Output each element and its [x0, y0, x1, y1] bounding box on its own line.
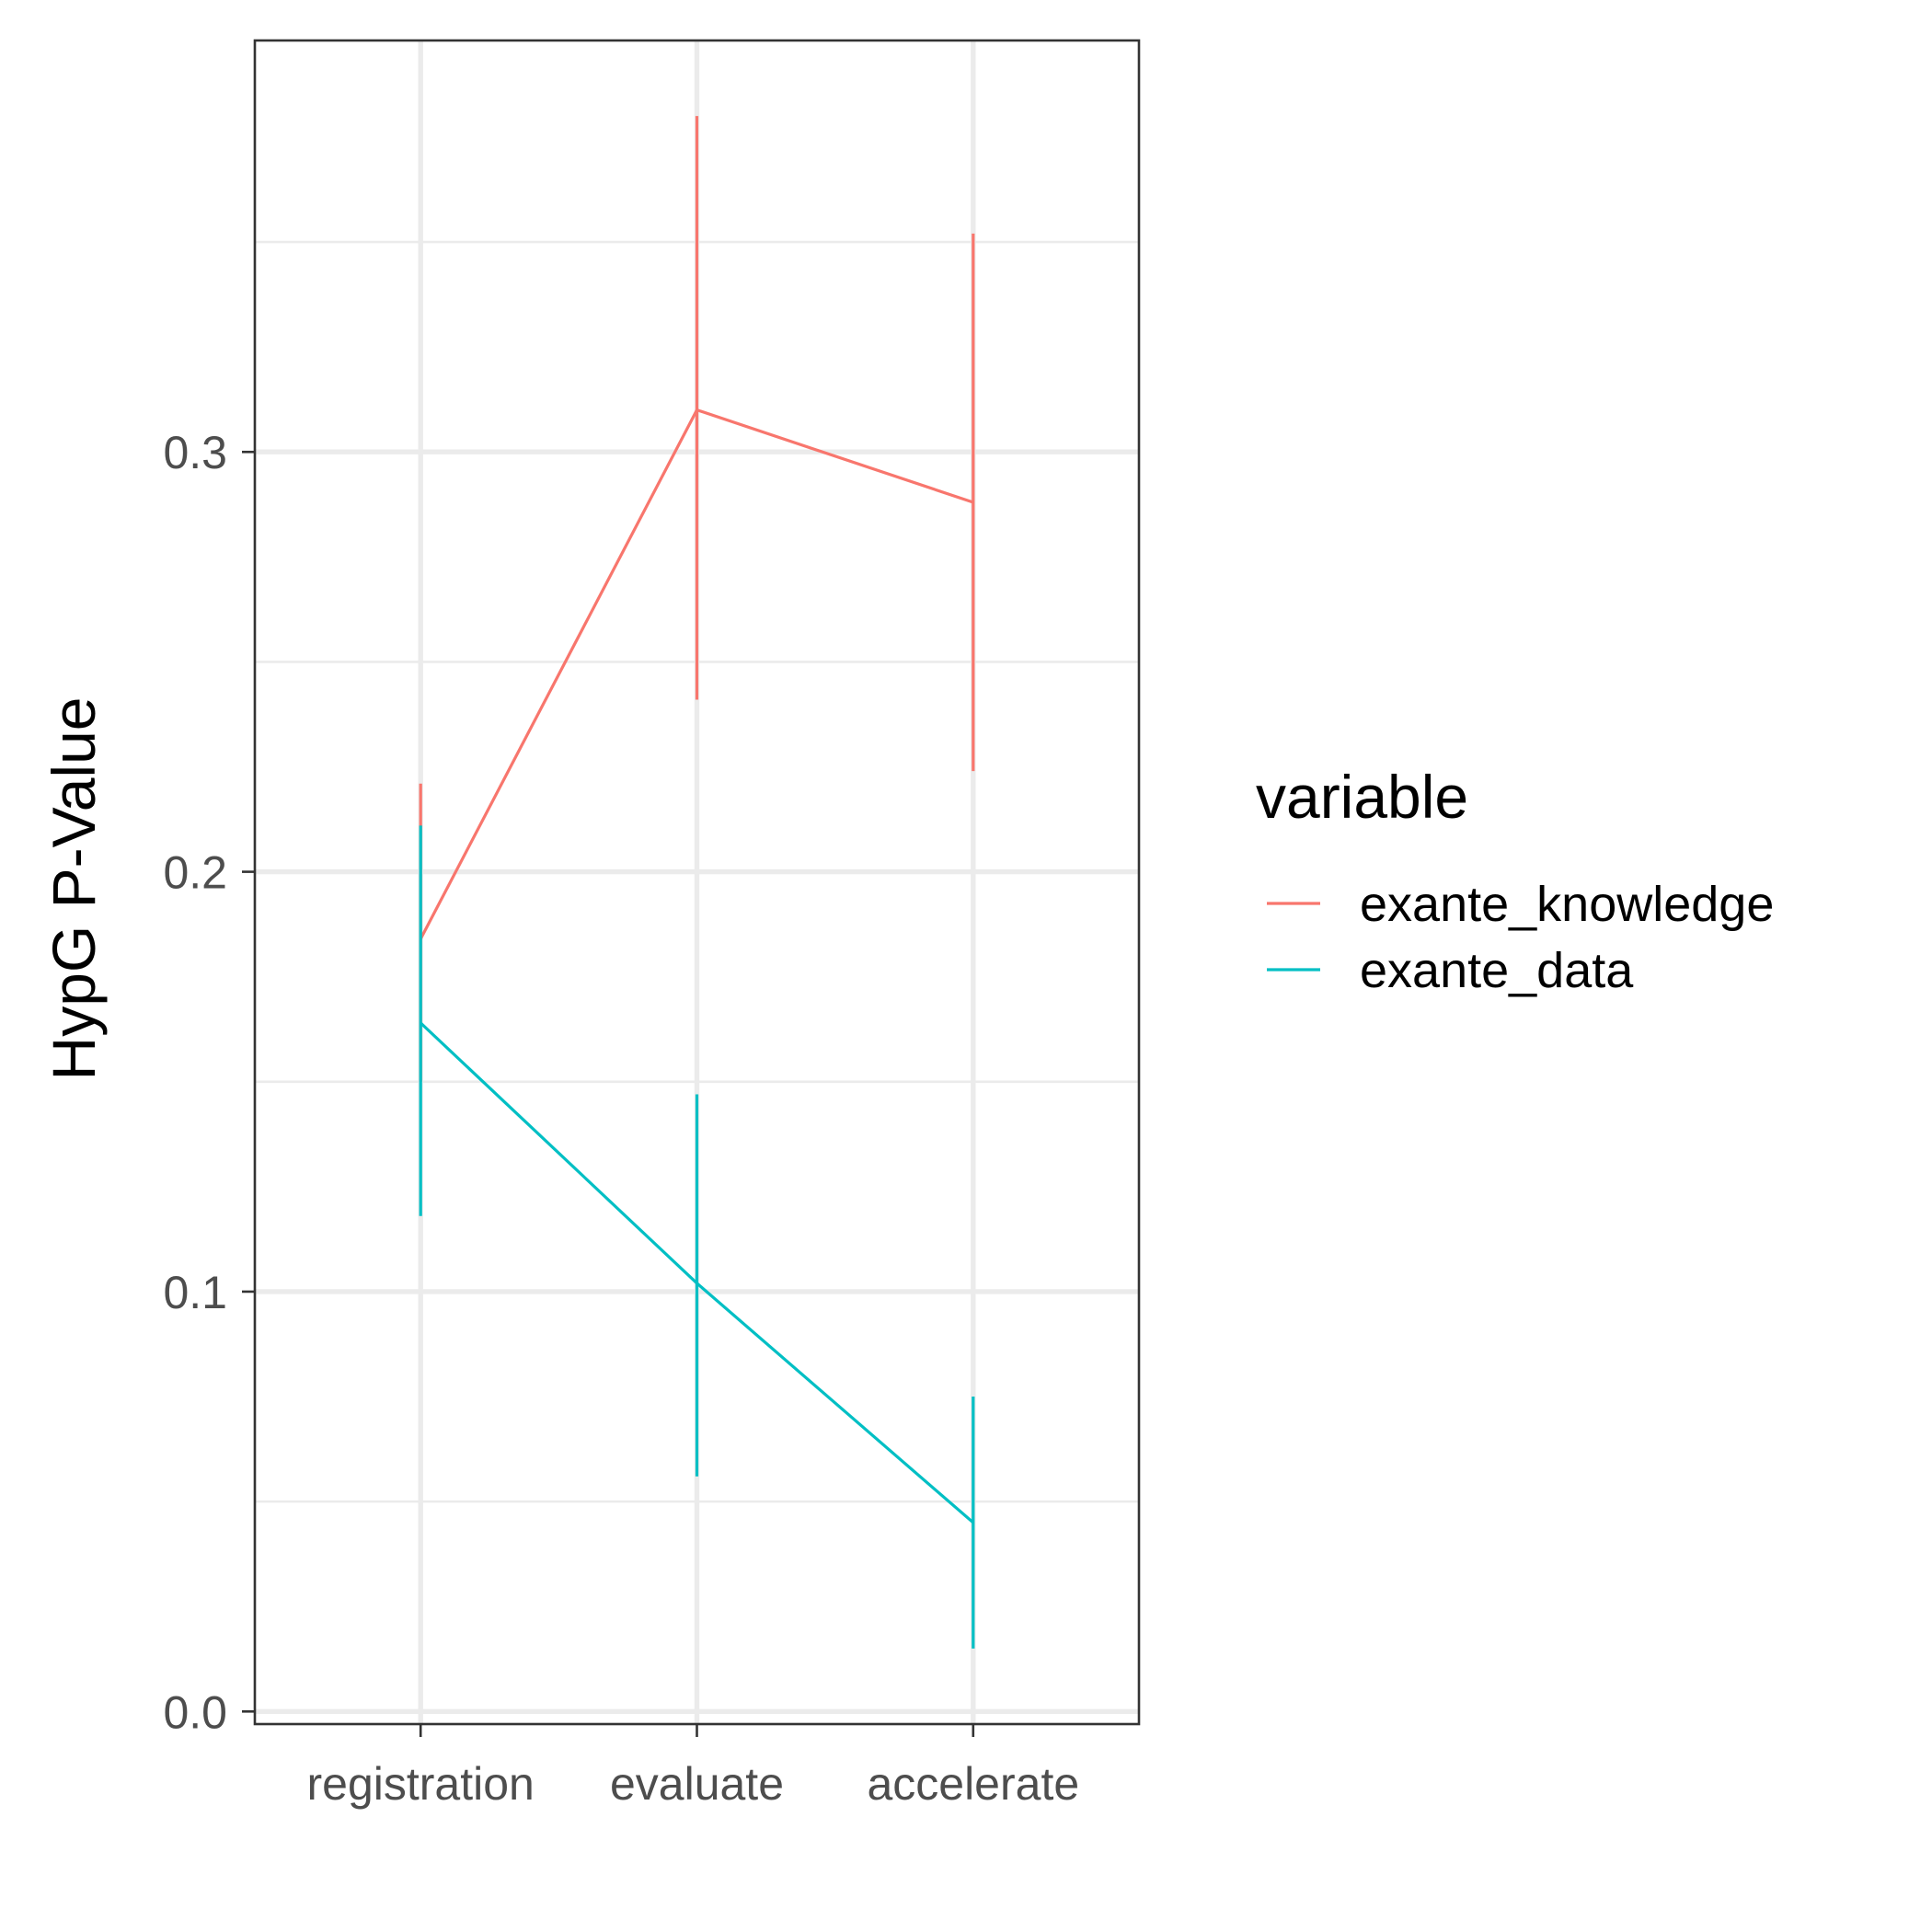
y-tick-label: 0.1 — [163, 1267, 227, 1318]
x-tick-label: evaluate — [610, 1758, 784, 1810]
y-axis-title: HypG P-Value — [40, 697, 108, 1081]
series-layer — [419, 116, 975, 1649]
series-line-exante-knowledge — [419, 408, 974, 940]
legend-title: variable — [1256, 763, 1468, 831]
series-line-exante-data — [420, 1021, 974, 1524]
legend-label: exante_knowledge — [1360, 877, 1774, 932]
y-tick-label: 0.3 — [163, 427, 227, 478]
legend-label: exante_data — [1360, 943, 1634, 998]
y-tick-label: 0.0 — [163, 1686, 227, 1738]
legend: variable exante_knowledge exante_data — [1256, 763, 1774, 998]
x-tick-label: accelerate — [867, 1758, 1079, 1810]
y-tick-label: 0.2 — [163, 847, 227, 899]
legend-items: exante_knowledge exante_data — [1267, 877, 1774, 998]
axes: 0.0 0.1 0.2 0.3 registration evaluate accelera… — [163, 427, 1079, 1810]
x-tick-label: registration — [307, 1758, 535, 1810]
